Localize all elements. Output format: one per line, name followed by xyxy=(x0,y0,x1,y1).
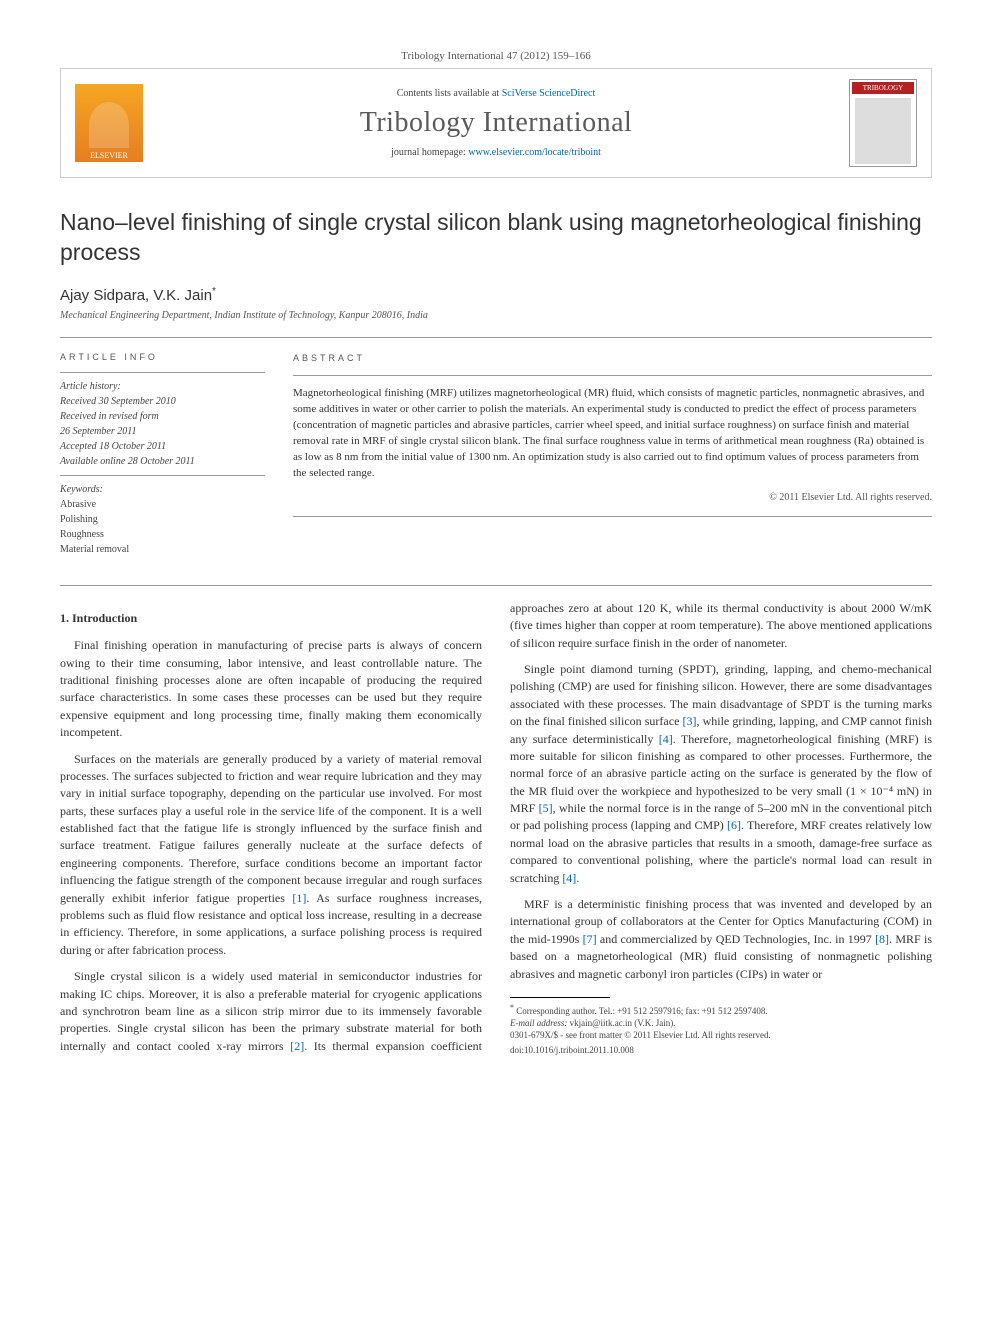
keyword: Roughness xyxy=(60,527,265,542)
body-paragraph: Final finishing operation in manufacturi… xyxy=(60,637,482,741)
sciencedirect-link[interactable]: SciVerse ScienceDirect xyxy=(502,88,596,99)
tree-icon xyxy=(89,102,129,148)
ref-link[interactable]: [5] xyxy=(539,801,553,815)
email-label: E-mail address: xyxy=(510,1018,567,1028)
ref-link[interactable]: [3] xyxy=(683,714,697,728)
footnote-separator xyxy=(510,997,610,998)
body-paragraph: Surfaces on the materials are generally … xyxy=(60,751,482,960)
corresponding-marker: * xyxy=(212,286,216,297)
abstract: ABSTRACT Magnetorheological finishing (M… xyxy=(293,352,932,557)
history-line: Received in revised form xyxy=(60,409,265,424)
keywords-label: Keywords: xyxy=(60,482,265,497)
contents-line: Contents lists available at SciVerse Sci… xyxy=(143,88,849,99)
history-line: Available online 28 October 2011 xyxy=(60,454,265,469)
body-paragraph: MRF is a deterministic finishing process… xyxy=(510,896,932,983)
body-paragraph: Single point diamond turning (SPDT), gri… xyxy=(510,661,932,887)
publisher-label: ELSEVIER xyxy=(90,151,128,160)
ref-link[interactable]: [7] xyxy=(583,932,597,946)
front-matter-copyright: 0301-679X/$ - see front matter © 2011 El… xyxy=(510,1029,932,1041)
history-line: 26 September 2011 xyxy=(60,424,265,439)
homepage-line: journal homepage: www.elsevier.com/locat… xyxy=(143,147,849,158)
keyword: Abrasive xyxy=(60,497,265,512)
corresponding-footnote: * Corresponding author. Tel.: +91 512 25… xyxy=(510,1003,932,1029)
history-line: Received 30 September 2010 xyxy=(60,394,265,409)
ref-link[interactable]: [1] xyxy=(292,891,306,905)
abstract-label: ABSTRACT xyxy=(293,352,932,365)
article-info: ARTICLE INFO Article history: Received 3… xyxy=(60,352,265,557)
info-label: ARTICLE INFO xyxy=(60,352,265,362)
ref-link[interactable]: [6] xyxy=(727,818,741,832)
doi: doi:10.1016/j.triboint.2011.10.008 xyxy=(510,1044,932,1057)
abstract-text: Magnetorheological finishing (MRF) utili… xyxy=(293,386,932,482)
contents-prefix: Contents lists available at xyxy=(397,88,502,99)
history-label: Article history: xyxy=(60,379,265,394)
ref-link[interactable]: [2] xyxy=(290,1039,304,1053)
homepage-link[interactable]: www.elsevier.com/locate/triboint xyxy=(468,147,601,158)
article-body: 1. Introduction Final finishing operatio… xyxy=(60,600,932,1058)
page-citation: Tribology International 47 (2012) 159–16… xyxy=(60,50,932,62)
ref-link[interactable]: [4] xyxy=(659,732,673,746)
divider xyxy=(60,337,932,338)
keyword: Polishing xyxy=(60,512,265,527)
history-line: Accepted 18 October 2011 xyxy=(60,439,265,454)
cover-image-icon xyxy=(855,98,911,164)
abstract-copyright: © 2011 Elsevier Ltd. All rights reserved… xyxy=(293,491,932,506)
publisher-logo: ELSEVIER xyxy=(75,84,143,162)
journal-name: Tribology International xyxy=(143,107,849,139)
journal-cover-thumb: TRIBOLOGY xyxy=(849,79,917,167)
ref-link[interactable]: [8] xyxy=(875,932,889,946)
section-heading: 1. Introduction xyxy=(60,610,482,627)
journal-banner: ELSEVIER Contents lists available at Sci… xyxy=(60,68,932,178)
keyword: Material removal xyxy=(60,542,265,557)
homepage-prefix: journal homepage: xyxy=(391,147,468,158)
footnote-marker: * xyxy=(510,1003,514,1012)
corresponding-email: vkjain@iitk.ac.in (V.K. Jain). xyxy=(570,1018,676,1028)
affiliation: Mechanical Engineering Department, India… xyxy=(60,310,932,321)
cover-label: TRIBOLOGY xyxy=(852,82,914,94)
ref-link[interactable]: [4] xyxy=(562,871,576,885)
author-names: Ajay Sidpara, V.K. Jain xyxy=(60,287,212,304)
footnote-text: Corresponding author. Tel.: +91 512 2597… xyxy=(516,1006,767,1016)
authors: Ajay Sidpara, V.K. Jain* xyxy=(60,286,932,304)
article-title: Nano–level finishing of single crystal s… xyxy=(60,208,932,268)
divider xyxy=(60,585,932,586)
